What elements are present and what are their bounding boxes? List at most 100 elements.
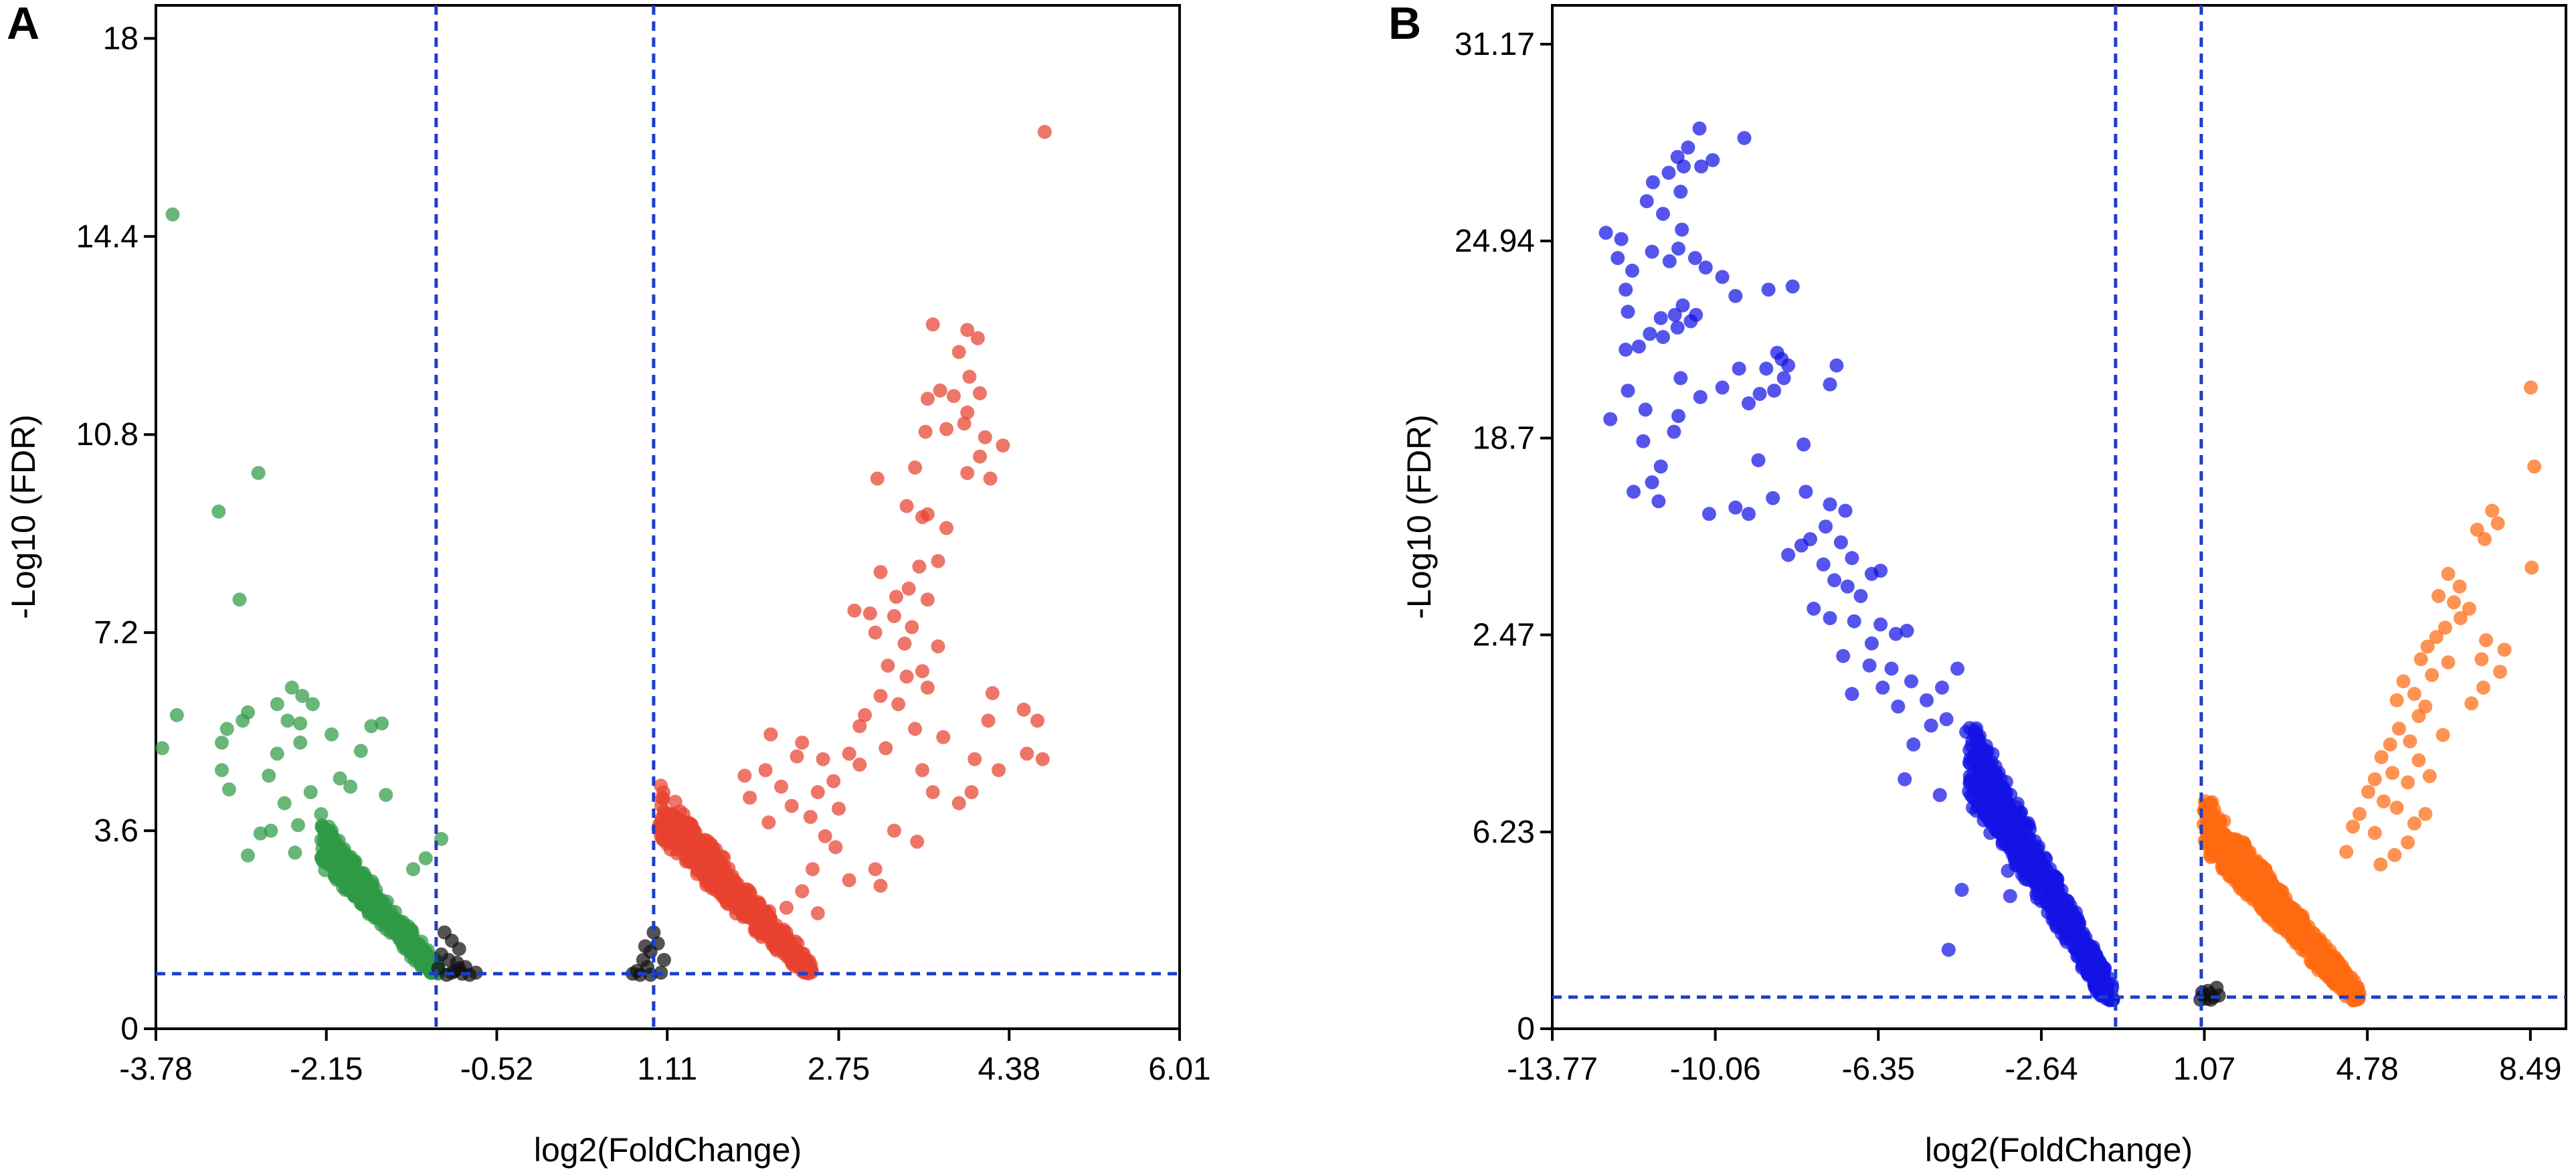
data-point [806,862,820,877]
data-point [723,878,738,893]
data-point [1614,232,1629,246]
data-point [803,810,818,824]
data-point [2303,953,2318,968]
data-point [329,872,344,887]
data-point [1920,693,1934,707]
data-point [1667,424,1681,439]
data-point [2045,912,2060,927]
data-point [371,912,386,926]
data-point [1884,661,1899,676]
panel-b-volcano-plot: 0 6.23 2.47 18.7 24.94 31.17 -13.77 -10.06 -6.35… [1388,0,2567,1169]
data-point [1847,614,1861,628]
data-point [1807,601,1821,616]
data-point [221,782,236,796]
data-point [920,592,935,607]
y-axis-title: -Log10 (FDR) [5,414,42,619]
data-point [931,554,945,568]
data-point [1611,251,1625,265]
data-point [1698,260,1713,275]
data-point [2055,898,2070,913]
x-tick-label: 8.49 [2499,1052,2561,1087]
data-point [920,507,935,521]
data-point [2497,643,2512,657]
data-point [1661,165,1676,180]
data-point [2447,595,2461,610]
data-point [2383,737,2397,752]
data-point [2441,566,2456,581]
y-axis-title: -Log10 (FDR) [1400,414,1438,619]
data-point [2032,876,2047,891]
data-point [2490,516,2505,531]
x-tick-label: -2.64 [2005,1052,2078,1087]
data-point [899,499,914,513]
data-point [706,843,721,857]
data-point [452,961,466,976]
data-point [2479,633,2493,647]
data-point [1999,837,2013,852]
data-point [769,936,784,951]
data-point [1645,175,1660,189]
data-point [353,744,368,758]
data-point [305,697,320,711]
data-point [996,438,1010,453]
data-point [868,625,883,640]
data-point [1020,746,1034,761]
data-point [383,917,398,932]
data-point [452,942,466,956]
y-tick-label: 18 [103,21,139,56]
data-point [957,416,972,431]
data-point [1643,327,1657,341]
data-point [1687,251,1702,265]
data-point [215,763,229,778]
x-tick-label: -2.15 [290,1052,363,1087]
data-point [406,862,420,877]
data-point [291,818,305,833]
data-point [2476,680,2490,695]
data-point [1898,772,1912,786]
x-axis-title: log2(FoldChange) [1925,1131,2193,1169]
data-point [2422,769,2437,783]
x-tick-label: 2.75 [808,1052,870,1087]
data-point [2385,766,2400,780]
data-point [241,848,255,863]
data-point [1603,412,1618,426]
data-point [646,925,661,940]
data-point [1683,314,1698,329]
series-down-regulated [155,207,449,981]
data-point [1621,384,1635,398]
data-point [1963,773,1978,788]
data-point [1761,282,1776,297]
data-point [2407,687,2421,701]
data-point [790,749,804,764]
data-point [939,521,953,535]
data-point [343,779,358,794]
data-point [264,823,278,838]
data-point [1639,194,1654,209]
data-point [2310,939,2325,954]
data-point [1742,396,1756,411]
data-point [1985,746,2000,761]
data-point [2389,693,2404,707]
data-point [2346,819,2360,834]
data-point [2441,655,2456,670]
data-point [881,659,895,673]
data-point [418,851,433,865]
data-point [2403,734,2417,749]
data-point [2003,889,2017,904]
data-point [970,331,985,345]
data-point [713,855,728,869]
data-point [232,592,247,607]
data-point [155,741,169,756]
data-point [2021,819,2036,833]
data-point [1619,342,1633,357]
data-point [1751,453,1766,468]
data-point [2281,898,2296,913]
data-point [905,620,919,635]
data-point [251,466,266,481]
data-point [1766,491,1780,505]
data-point [862,606,877,620]
data-point [2010,796,2025,811]
y-tick-label: 0 [1517,1011,1535,1047]
data-point [1939,712,1954,726]
data-point [1621,305,1635,319]
